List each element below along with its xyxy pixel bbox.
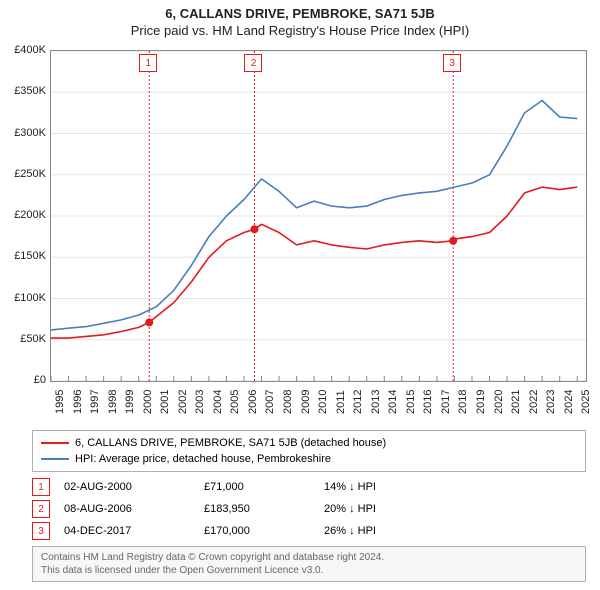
marker-row-2: 2 08-AUG-2006 £183,950 20% ↓ HPI — [32, 498, 568, 520]
marker-badge-3: 3 — [32, 522, 50, 540]
x-tick-label: 2010 — [317, 390, 329, 414]
x-tick-label: 2001 — [159, 390, 171, 414]
x-tick-label: 1997 — [89, 390, 101, 414]
x-tick-label: 2018 — [457, 390, 469, 414]
x-tick-label: 2006 — [247, 390, 259, 414]
marker-badge-1: 1 — [32, 478, 50, 496]
legend-item-property: 6, CALLANS DRIVE, PEMBROKE, SA71 5JB (de… — [41, 435, 577, 451]
x-tick-label: 2020 — [493, 390, 505, 414]
marker-delta-3: 26% ↓ HPI — [324, 525, 376, 537]
x-tick-label: 2025 — [580, 390, 592, 414]
chart-svg — [51, 51, 586, 381]
x-tick-label: 2003 — [194, 390, 206, 414]
x-tick-label: 1996 — [72, 390, 84, 414]
marker-table: 1 02-AUG-2000 £71,000 14% ↓ HPI 2 08-AUG… — [32, 476, 568, 542]
x-tick-label: 2021 — [510, 390, 522, 414]
x-tick-label: 2024 — [563, 390, 575, 414]
legend-label-property: 6, CALLANS DRIVE, PEMBROKE, SA71 5JB (de… — [75, 437, 386, 449]
marker-badge-2: 2 — [32, 500, 50, 518]
x-tick-label: 2014 — [387, 390, 399, 414]
x-tick-label: 2004 — [212, 390, 224, 414]
x-tick-label: 2000 — [142, 390, 154, 414]
x-tick-label: 2023 — [545, 390, 557, 414]
legend-swatch-hpi — [41, 458, 69, 460]
x-tick-label: 2011 — [335, 390, 347, 414]
marker-date-2: 08-AUG-2006 — [64, 503, 204, 515]
x-tick-label: 1999 — [124, 390, 136, 414]
legend-item-hpi: HPI: Average price, detached house, Pemb… — [41, 451, 577, 467]
legend-box: 6, CALLANS DRIVE, PEMBROKE, SA71 5JB (de… — [32, 430, 586, 472]
x-tick-label: 2008 — [282, 390, 294, 414]
y-tick-label: £50K — [0, 333, 46, 345]
x-tick-label: 2005 — [229, 390, 241, 414]
footer-attribution: Contains HM Land Registry data © Crown c… — [32, 546, 586, 582]
chart-title-line2: Price paid vs. HM Land Registry's House … — [0, 23, 600, 38]
marker-row-1: 1 02-AUG-2000 £71,000 14% ↓ HPI — [32, 476, 568, 498]
marker-date-1: 02-AUG-2000 — [64, 481, 204, 493]
y-tick-label: £250K — [0, 168, 46, 180]
footer-line-2: This data is licensed under the Open Gov… — [41, 564, 577, 577]
marker-price-2: £183,950 — [204, 503, 324, 515]
marker-badge-on-chart: 2 — [244, 54, 262, 72]
chart-plot-area — [50, 50, 587, 382]
x-tick-label: 2019 — [475, 390, 487, 414]
marker-badge-on-chart: 3 — [443, 54, 461, 72]
x-tick-label: 2016 — [422, 390, 434, 414]
x-tick-label: 2012 — [352, 390, 364, 414]
y-tick-label: £350K — [0, 85, 46, 97]
y-tick-label: £200K — [0, 209, 46, 221]
x-tick-label: 2013 — [370, 390, 382, 414]
x-tick-label: 2009 — [300, 390, 312, 414]
chart-title-line1: 6, CALLANS DRIVE, PEMBROKE, SA71 5JB — [0, 6, 600, 21]
y-tick-label: £0 — [0, 374, 46, 386]
marker-delta-1: 14% ↓ HPI — [324, 481, 376, 493]
y-tick-label: £150K — [0, 250, 46, 262]
y-tick-label: £400K — [0, 44, 46, 56]
x-tick-label: 1998 — [107, 390, 119, 414]
x-tick-label: 2007 — [264, 390, 276, 414]
footer-line-1: Contains HM Land Registry data © Crown c… — [41, 551, 577, 564]
marker-price-3: £170,000 — [204, 525, 324, 537]
marker-row-3: 3 04-DEC-2017 £170,000 26% ↓ HPI — [32, 520, 568, 542]
x-tick-label: 1995 — [54, 390, 66, 414]
y-tick-label: £300K — [0, 127, 46, 139]
x-tick-label: 2017 — [440, 390, 452, 414]
marker-date-3: 04-DEC-2017 — [64, 525, 204, 537]
x-tick-label: 2002 — [177, 390, 189, 414]
x-tick-label: 2022 — [528, 390, 540, 414]
marker-badge-on-chart: 1 — [139, 54, 157, 72]
y-tick-label: £100K — [0, 292, 46, 304]
marker-price-1: £71,000 — [204, 481, 324, 493]
x-tick-label: 2015 — [405, 390, 417, 414]
marker-delta-2: 20% ↓ HPI — [324, 503, 376, 515]
legend-swatch-property — [41, 442, 69, 444]
legend-label-hpi: HPI: Average price, detached house, Pemb… — [75, 453, 331, 465]
